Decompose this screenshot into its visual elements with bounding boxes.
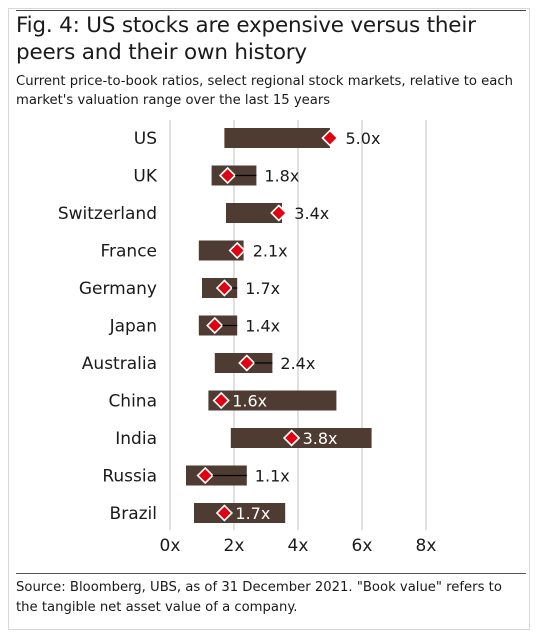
value-label: 5.0x: [346, 129, 381, 148]
current-value-marker: [321, 129, 339, 147]
current-value-marker: [215, 279, 234, 297]
chart-subtitle: Current price-to-book ratios, select reg…: [16, 74, 513, 108]
bottom-rule: [16, 573, 526, 574]
chart-title: Fig. 4: US stocks are expensive versus t…: [16, 13, 476, 65]
category-label: Germany: [79, 279, 157, 299]
range-bar: [230, 428, 372, 448]
current-value-marker: [215, 504, 234, 522]
x-tick-label: 8x: [416, 536, 437, 556]
range-bar: [198, 240, 244, 261]
category-label: UK: [133, 167, 157, 187]
current-value-marker: [228, 241, 246, 260]
value-label: 1.7x: [235, 504, 270, 523]
range-bar: [194, 503, 286, 523]
category-label: Switzerland: [58, 204, 157, 224]
range-bar: [226, 203, 282, 223]
current-value-marker: [196, 466, 214, 485]
category-label: US: [134, 129, 157, 149]
value-label: 1.7x: [245, 279, 280, 298]
range-bar: [208, 390, 337, 411]
value-label: 1.4x: [245, 317, 280, 336]
current-value-marker: [270, 204, 288, 222]
category-label: Japan: [109, 317, 157, 337]
value-label: 3.4x: [294, 204, 329, 223]
x-tick-label: 2x: [224, 536, 245, 556]
range-bar: [224, 128, 330, 148]
current-value-marker: [238, 354, 256, 372]
value-label: 1.8x: [264, 167, 299, 186]
category-label: France: [100, 242, 157, 262]
x-tick-label: 0x: [160, 536, 181, 556]
value-label: 3.8x: [303, 429, 338, 448]
category-label: China: [108, 392, 157, 412]
current-value-marker: [212, 391, 230, 410]
x-tick-label: 6x: [352, 536, 373, 556]
figure-frame: [8, 8, 530, 630]
top-rule: [16, 10, 526, 11]
category-label: Russia: [102, 467, 157, 487]
current-value-marker: [206, 316, 224, 335]
category-label: Australia: [82, 354, 157, 374]
value-label: 1.1x: [255, 467, 290, 486]
value-label: 1.6x: [232, 392, 267, 411]
category-label: India: [115, 429, 157, 449]
category-label: Brazil: [110, 504, 157, 524]
value-label: 2.4x: [280, 354, 315, 373]
current-value-marker: [282, 429, 301, 447]
x-tick-label: 4x: [288, 536, 309, 556]
source-note: Source: Bloomberg, UBS, as of 31 Decembe…: [16, 580, 502, 615]
value-label: 2.1x: [253, 242, 288, 261]
current-value-marker: [218, 166, 237, 185]
